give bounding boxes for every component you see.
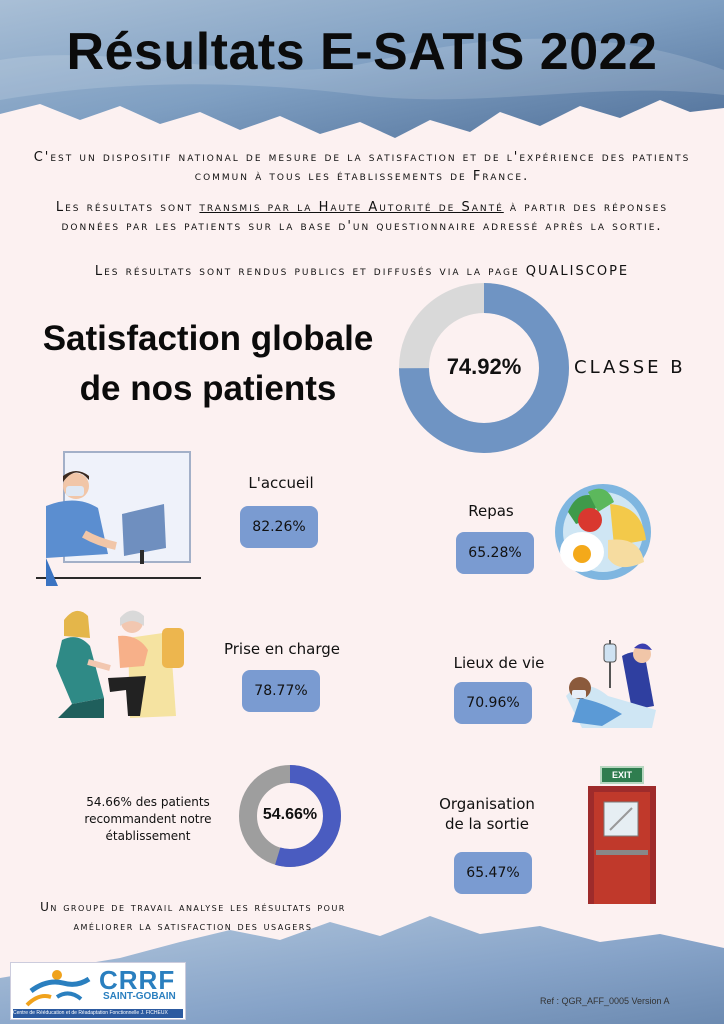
global-title-line2: de nos patients <box>79 369 337 408</box>
logo-name: CRRF <box>99 965 176 995</box>
header-banner <box>0 0 724 138</box>
accueil-value: 82.26% <box>240 506 318 548</box>
global-satisfaction-value: 74.92% <box>446 354 522 379</box>
organisation-label-1: Organisation <box>439 795 535 813</box>
prise-en-charge-value: 78.77% <box>242 670 320 712</box>
page-title: Résultats E-SATIS 2022 <box>66 23 658 81</box>
hospital-room-illustration <box>566 640 656 728</box>
intro-line-2: Les résultats sont transmis par la Haute… <box>30 198 694 236</box>
classe-badge: CLASSE B <box>574 357 686 378</box>
intro-line-1: C'est un dispositif national de mesure d… <box>33 150 691 184</box>
repas-label: Repas <box>468 502 514 520</box>
organisation-sortie-value: 65.47% <box>454 852 532 894</box>
exit-door-illustration <box>588 786 656 904</box>
donut-value-arc <box>399 283 569 453</box>
lieux-de-vie-label: Lieux de vie <box>453 654 545 672</box>
care-illustration <box>56 610 184 718</box>
recommend-donut <box>239 765 341 867</box>
intro-line-3: Les résultats sont rendus publics et dif… <box>94 264 630 279</box>
crrf-logo: CRRF SAINT-GOBAIN Centre de Rééducation … <box>10 962 186 1020</box>
recommend-text-1: 54.66% des patients <box>86 795 210 809</box>
global-satisfaction-title: Satisfaction globale de nos patients <box>14 314 402 414</box>
organisation-sortie-label: Organisation de la sortie <box>432 794 542 834</box>
logo-sub: SAINT-GOBAIN <box>103 991 176 1002</box>
reception-illustration <box>36 451 201 586</box>
footer-line-1: Un groupe de travail analyse les résulta… <box>40 900 346 914</box>
reference-code: Ref : QGR_AFF_0005 Version A <box>540 996 670 1006</box>
donut2-value-arc <box>239 765 341 867</box>
recommend-text-2: recommandent notre <box>84 812 212 826</box>
global-title-line1: Satisfaction globale <box>42 319 374 358</box>
accueil-label: L'accueil <box>248 474 314 492</box>
meal-illustration <box>555 484 651 580</box>
intro-line-2b: à partir des réponses données par les pa… <box>61 200 669 234</box>
has-link[interactable]: transmis par la Haute Autorité de Santé <box>199 200 504 215</box>
runner-logo-icon <box>25 970 91 1007</box>
global-satisfaction-donut <box>399 283 569 453</box>
recommend-text: 54.66% des patients recommandent notre é… <box>58 794 238 845</box>
recommend-text-3: établissement <box>105 829 191 843</box>
footer-line-2: améliorer la satisfaction des usagers <box>73 919 313 933</box>
exit-sign: EXIT <box>600 766 644 784</box>
prise-en-charge-label: Prise en charge <box>223 640 341 658</box>
organisation-label-2: de la sortie <box>444 815 530 833</box>
lieux-de-vie-value: 70.96% <box>454 682 532 724</box>
recommend-value: 54.66% <box>262 806 318 823</box>
logo-caption: Centre de Rééducation et de Réadaptation… <box>13 1009 183 1018</box>
intro-line-2a: Les résultats sont <box>55 200 194 215</box>
footer-note: Un groupe de travail analyse les résulta… <box>10 898 376 936</box>
repas-value: 65.28% <box>456 532 534 574</box>
